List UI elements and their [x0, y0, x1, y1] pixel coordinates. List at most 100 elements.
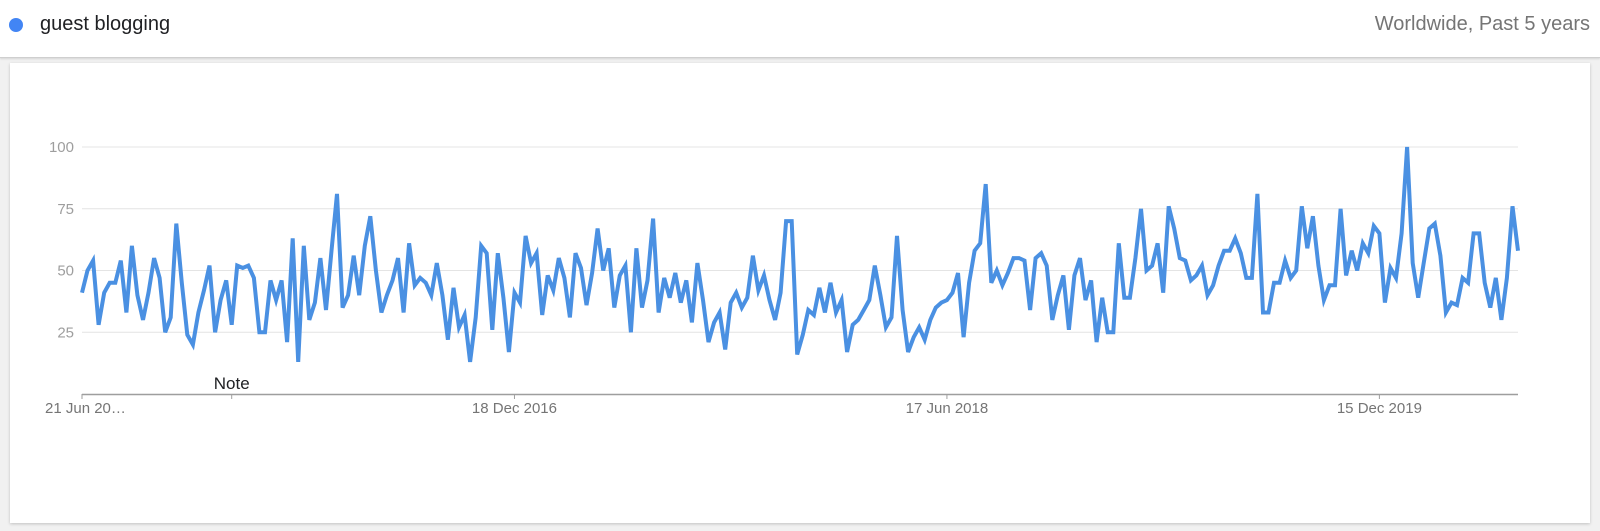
data-point[interactable] [1034, 256, 1038, 260]
data-point[interactable] [585, 303, 589, 307]
data-point[interactable] [1488, 306, 1492, 310]
data-point[interactable] [629, 330, 633, 334]
data-point[interactable] [695, 261, 699, 265]
data-point[interactable] [867, 298, 871, 302]
data-point[interactable] [241, 266, 245, 270]
data-point[interactable] [1455, 303, 1459, 307]
data-point[interactable] [1300, 204, 1304, 208]
data-point[interactable] [86, 269, 90, 273]
data-point[interactable] [313, 301, 317, 305]
data-point[interactable] [1233, 236, 1237, 240]
data-point[interactable] [357, 293, 361, 297]
data-point[interactable] [1499, 318, 1503, 322]
data-point[interactable] [951, 291, 955, 295]
data-point[interactable] [1350, 249, 1354, 253]
data-point[interactable] [895, 234, 899, 238]
data-point[interactable] [180, 281, 184, 285]
data-point[interactable] [773, 318, 777, 322]
data-point[interactable] [945, 298, 949, 302]
data-point[interactable] [1394, 276, 1398, 280]
data-point[interactable] [984, 182, 988, 186]
data-point[interactable] [1089, 278, 1093, 282]
data-point[interactable] [1339, 207, 1343, 211]
data-point[interactable] [840, 298, 844, 302]
data-point[interactable] [269, 278, 273, 282]
data-point[interactable] [1172, 227, 1176, 231]
data-point[interactable] [801, 333, 805, 337]
data-point[interactable] [1466, 281, 1470, 285]
data-point[interactable] [368, 214, 372, 218]
data-point[interactable] [280, 278, 284, 282]
data-point[interactable] [1511, 204, 1515, 208]
data-point[interactable] [457, 325, 461, 329]
data-point[interactable] [230, 323, 234, 327]
data-point[interactable] [1239, 251, 1243, 255]
data-point[interactable] [474, 315, 478, 319]
data-point[interactable] [690, 320, 694, 324]
data-point[interactable] [1012, 256, 1016, 260]
data-point[interactable] [1283, 259, 1287, 263]
data-point[interactable] [873, 264, 877, 268]
data-point[interactable] [856, 318, 860, 322]
data-point[interactable] [341, 306, 345, 310]
data-point[interactable] [934, 306, 938, 310]
data-point[interactable] [202, 288, 206, 292]
data-point[interactable] [1294, 269, 1298, 273]
data-point[interactable] [684, 278, 688, 282]
data-point[interactable] [379, 311, 383, 315]
data-point[interactable] [795, 353, 799, 357]
data-point[interactable] [196, 311, 200, 315]
data-point[interactable] [640, 306, 644, 310]
data-point[interactable] [529, 261, 533, 265]
data-point[interactable] [1244, 276, 1248, 280]
data-point[interactable] [1477, 231, 1481, 235]
data-point[interactable] [1006, 271, 1010, 275]
data-point[interactable] [623, 264, 627, 268]
data-point[interactable] [163, 330, 167, 334]
data-point[interactable] [1211, 283, 1215, 287]
data-point[interactable] [141, 318, 145, 322]
data-point[interactable] [1272, 281, 1276, 285]
data-point[interactable] [712, 320, 716, 324]
data-point[interactable] [740, 306, 744, 310]
data-point[interactable] [296, 360, 300, 364]
data-point[interactable] [1494, 276, 1498, 280]
data-point[interactable] [1084, 298, 1088, 302]
data-point[interactable] [668, 296, 672, 300]
data-point[interactable] [546, 273, 550, 277]
data-point[interactable] [618, 273, 622, 277]
data-point[interactable] [435, 261, 439, 265]
data-point[interactable] [246, 264, 250, 268]
data-point[interactable] [1389, 266, 1393, 270]
data-point[interactable] [768, 298, 772, 302]
data-point[interactable] [834, 311, 838, 315]
data-point[interactable] [424, 281, 428, 285]
data-point[interactable] [1189, 278, 1193, 282]
data-point[interactable] [463, 313, 467, 317]
data-point[interactable] [352, 254, 356, 258]
data-point[interactable] [989, 281, 993, 285]
data-point[interactable] [1072, 273, 1076, 277]
data-point[interactable] [562, 276, 566, 280]
data-point[interactable] [1422, 261, 1426, 265]
data-point[interactable] [1405, 145, 1409, 149]
data-point[interactable] [1095, 340, 1099, 344]
data-point[interactable] [1145, 269, 1149, 273]
data-point[interactable] [1228, 249, 1232, 253]
data-point[interactable] [535, 251, 539, 255]
data-point[interactable] [119, 259, 123, 263]
data-point[interactable] [756, 288, 760, 292]
data-point[interactable] [1450, 301, 1454, 305]
data-point[interactable] [1472, 231, 1476, 235]
data-point[interactable] [1156, 241, 1160, 245]
data-point[interactable] [751, 254, 755, 258]
data-point[interactable] [130, 244, 134, 248]
data-point[interactable] [734, 291, 738, 295]
data-point[interactable] [513, 291, 517, 295]
data-point[interactable] [391, 278, 395, 282]
data-point[interactable] [518, 301, 522, 305]
data-point[interactable] [707, 340, 711, 344]
data-point[interactable] [574, 251, 578, 255]
data-point[interactable] [912, 335, 916, 339]
data-point[interactable] [701, 298, 705, 302]
